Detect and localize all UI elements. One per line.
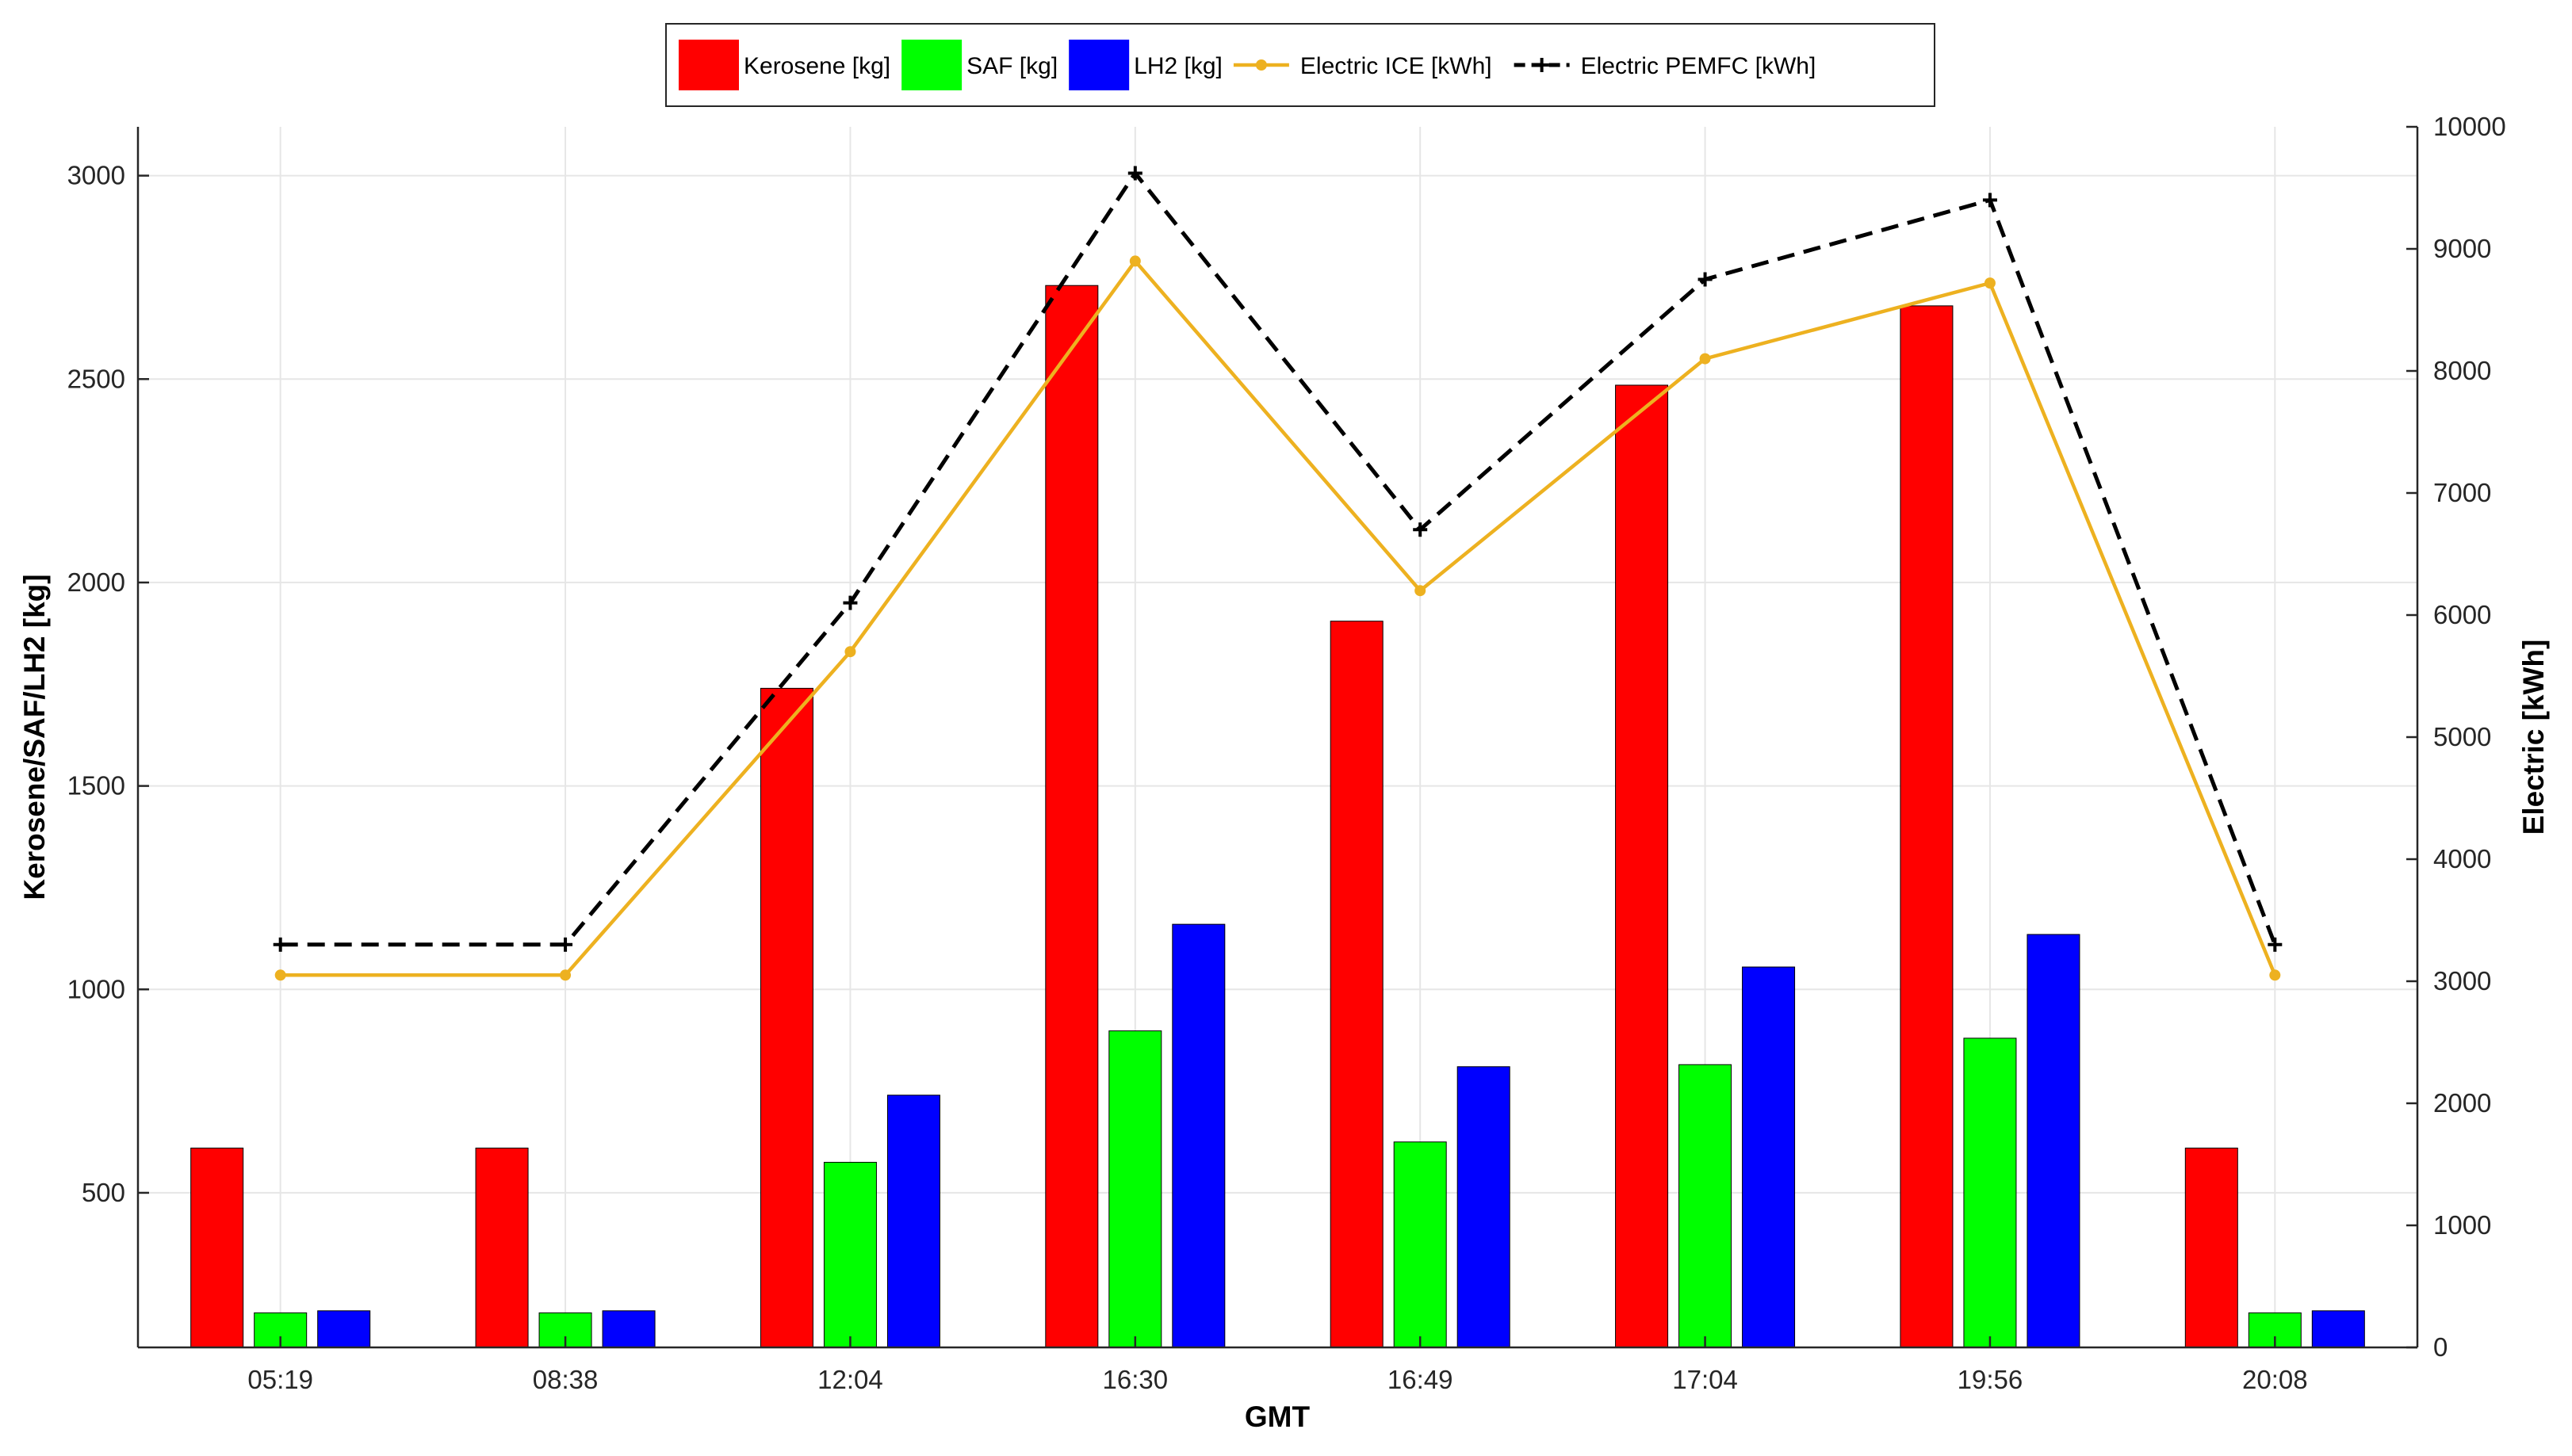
bar-kerosene-1204 [760,687,813,1348]
point-electric-pemfc [2268,937,2283,952]
point-electric-pemfc [1697,272,1713,287]
left-tick-label: 500 [82,1178,125,1207]
legend-label-lh2: LH2 [kg] [1134,53,1223,79]
bar-kerosene-0519 [190,1147,244,1348]
x-tick-label: 12:04 [817,1365,883,1394]
x-tick-label: 08:38 [533,1365,599,1394]
left-tick-label: 1000 [67,974,125,1003]
right-tick-label: 1000 [2433,1210,2491,1240]
point-electric-pemfc [1413,522,1428,537]
right-tick-label: 0 [2433,1332,2448,1362]
left-tick-label: 2500 [67,364,125,393]
legend-marker-electric-ice [1255,59,1267,71]
point-electric-ice [2269,969,2281,981]
bar-lh2-1704 [1742,966,1796,1348]
legend: Kerosene [kg] SAF [kg] LH2 [kg] Electric IC… [665,23,1935,107]
point-electric-ice [1414,585,1426,597]
bar-kerosene-2008 [2184,1147,2238,1348]
left-tick-label: 1500 [67,771,125,801]
bar-kerosene-1630 [1045,285,1099,1348]
x-tick-label: 16:49 [1387,1365,1453,1394]
legend-marker-electric-pemfc [1534,58,1549,72]
x-tick-label: 05:19 [247,1365,313,1394]
bar-lh2-0838 [602,1310,656,1348]
bar-kerosene-1956 [1900,305,1954,1348]
bar-kerosene-0838 [475,1147,529,1348]
x-axis-label: GMT [1245,1401,1311,1433]
right-tick-label: 6000 [2433,600,2491,629]
x-tick-label: 17:04 [1672,1365,1738,1394]
bar-kerosene-1704 [1615,384,1669,1348]
point-electric-ice [844,646,856,658]
legend-box [665,23,1935,107]
right-axis-label: Electric [kWh] [2517,640,2550,835]
right-tick-label: 5000 [2433,722,2491,751]
right-tick-label: 2000 [2433,1088,2491,1118]
x-ticks: 05:19 08:38 12:04 16:30 16:49 17:04 19:56 20:08 [247,1336,2308,1394]
bar-lh2-1649 [1456,1066,1510,1348]
right-ticks: 0 1000 2000 3000 4000 5000 6000 7000 8000 9000 100… [2406,112,2506,1362]
bar-saf-1956 [1963,1038,2017,1348]
point-electric-ice [1699,353,1711,365]
point-electric-pemfc [1127,166,1142,181]
left-ticks: 500 1000 1500 2000 2500 3000 [67,161,149,1207]
point-electric-ice [274,969,286,981]
bar-saf-1204 [823,1161,877,1348]
line-electric-pemfc [280,170,2277,947]
x-tick-label: 16:30 [1103,1365,1169,1394]
line-electric-ice [280,258,2277,977]
right-tick-label: 10000 [2433,112,2506,141]
bar-lh2-0519 [317,1310,371,1348]
bar-saf-1704 [1678,1064,1732,1348]
bar-saf-1649 [1393,1141,1447,1348]
bar-kerosene-1649 [1330,621,1384,1348]
right-tick-label: 3000 [2433,966,2491,996]
legend-label-electric-pemfc: Electric PEMFC [kWh] [1581,53,1816,79]
point-electric-pemfc [558,937,573,952]
point-electric-ice [1984,277,1996,289]
bar-lh2-1204 [886,1095,940,1348]
bar-lh2-1956 [2027,934,2080,1348]
legend-label-kerosene: Kerosene [kg] [744,53,890,79]
point-electric-ice [560,969,572,981]
left-axis-label: Kerosene/SAF/LH2 [kg] [18,574,51,900]
legend-label-saf: SAF [kg] [966,53,1058,79]
left-tick-label: 2000 [67,567,125,597]
legend-swatch-saf [901,40,963,90]
point-electric-pemfc [273,937,288,952]
x-tick-label: 19:56 [1958,1365,2023,1394]
point-electric-ice [1129,255,1141,267]
lines [273,166,2283,981]
bar-lh2-1630 [1172,923,1226,1348]
right-tick-label: 7000 [2433,478,2491,507]
point-electric-pemfc [843,595,858,610]
bar-saf-1630 [1108,1030,1162,1348]
legend-swatch-kerosene [679,40,739,90]
x-tick-label: 20:08 [2242,1365,2308,1394]
point-electric-pemfc [1982,193,1997,208]
bar-lh2-2008 [2311,1310,2365,1348]
right-tick-label: 4000 [2433,844,2491,873]
legend-swatch-lh2 [1069,40,1130,90]
bars [190,285,2365,1348]
legend-label-electric-ice: Electric ICE [kWh] [1300,53,1492,79]
right-tick-label: 9000 [2433,234,2491,263]
right-tick-label: 8000 [2433,356,2491,385]
left-tick-label: 3000 [67,161,125,190]
